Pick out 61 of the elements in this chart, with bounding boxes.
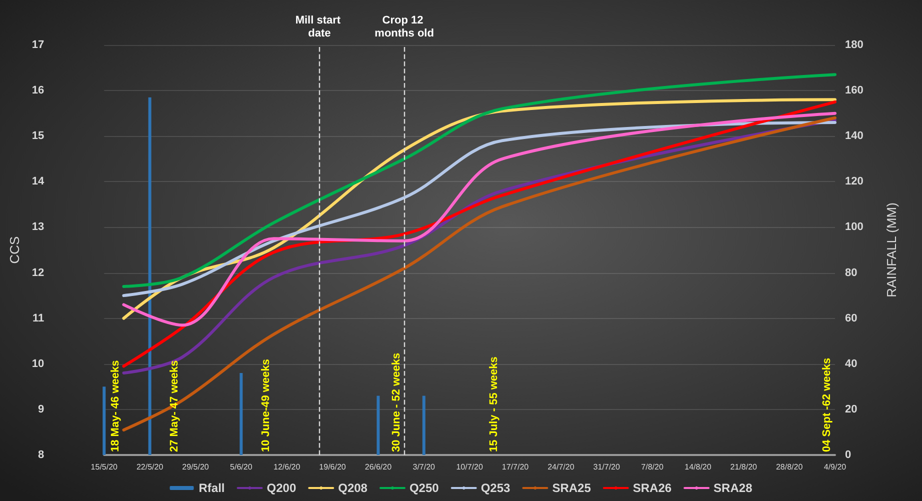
y-tick-label: 17	[32, 39, 44, 51]
y2-tick-label: 120	[845, 176, 864, 188]
legend-label: Q250	[409, 481, 440, 495]
x-tick-label: 7/8/20	[641, 462, 664, 472]
x-tick-label: 28/8/20	[776, 462, 804, 472]
y2-tick-label: 180	[845, 39, 864, 51]
y2-tick-label: 60	[845, 312, 858, 324]
y2-tick-label: 160	[845, 84, 864, 97]
y-tick-label: 8	[38, 449, 44, 461]
annotation: 27 May- 47 weeks	[168, 360, 180, 452]
y-axis-title: CCS	[7, 236, 22, 264]
x-tick-label: 3/7/20	[412, 462, 436, 472]
x-tick-label: 4/9/20	[824, 462, 847, 472]
x-tick-label: 26/6/20	[364, 462, 392, 472]
x-tick-label: 12/6/20	[274, 462, 301, 472]
bar	[102, 386, 106, 455]
x-tick-label: 29/5/20	[182, 462, 210, 472]
y-tick-label: 16	[32, 84, 44, 97]
legend-label: SRA25	[552, 481, 592, 495]
y-tick-label: 9	[38, 403, 44, 416]
line-series	[122, 73, 836, 288]
y2-tick-label: 80	[845, 266, 858, 279]
y2-tick-label: 0	[845, 449, 852, 461]
y-tick-label: 13	[32, 221, 44, 234]
annotation: 18 May- 46 weeks	[110, 360, 122, 452]
bar	[376, 396, 380, 455]
bar	[240, 373, 243, 455]
legend-label: Q200	[266, 481, 296, 495]
x-tick-label: 19/6/20	[319, 462, 346, 472]
x-tick-label: 22/5/20	[136, 462, 164, 472]
ref-line-label: Mill start date	[295, 14, 344, 40]
bar	[422, 396, 426, 455]
x-tick-label: 5/6/20	[230, 462, 253, 472]
x-tick-label: 10/7/20	[456, 462, 484, 472]
y-tick-label: 11	[32, 312, 44, 324]
y-tick-label: 10	[32, 358, 44, 370]
annotation: 15 July - 55 weeks	[488, 356, 500, 452]
y2-tick-label: 40	[845, 358, 858, 370]
y-tick-label: 15	[32, 130, 44, 142]
ref-line-label: Crop 12 months old	[374, 14, 434, 40]
bar	[148, 97, 152, 455]
legend-label: SRA28	[714, 481, 753, 495]
x-tick-label: 14/8/20	[684, 462, 712, 472]
legend-label: Q253	[480, 481, 511, 495]
y2-tick-label: 100	[845, 221, 864, 234]
y2-tick-label: 140	[845, 130, 864, 142]
x-tick-label: 17/7/20	[502, 462, 530, 472]
x-tick-label: 21/8/20	[730, 462, 758, 472]
y2-tick-label: 20	[845, 403, 858, 416]
x-tick-label: 15/5/20	[90, 462, 118, 472]
annotation: 30 June - 52 weeks	[390, 352, 402, 452]
y-tick-label: 12	[32, 266, 44, 279]
legend-label: SRA26	[632, 481, 672, 495]
y2-axis-title: RAINFALL (MM)	[884, 202, 899, 298]
legend-label: Rfall	[198, 481, 225, 495]
annotation: 04 Sept -62 weeks	[821, 358, 833, 452]
legend-label: Q208	[338, 481, 368, 495]
x-tick-label: 24/7/20	[548, 462, 575, 472]
y-tick-label: 14	[32, 176, 46, 188]
x-tick-label: 31/7/20	[593, 462, 620, 472]
annotation: 10 June-49 weeks	[260, 359, 272, 452]
